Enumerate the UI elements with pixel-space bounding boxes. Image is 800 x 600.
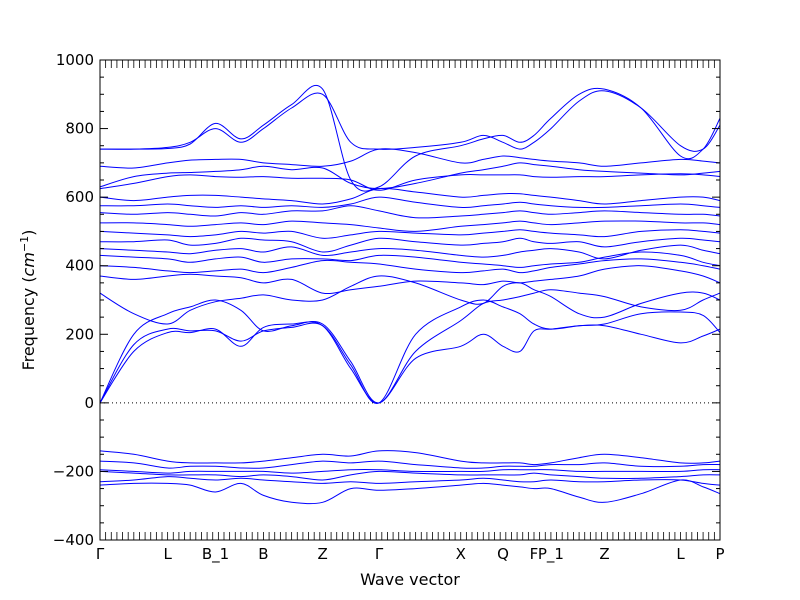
y-axis-label-close: )	[19, 230, 38, 236]
band-line-23	[99, 476, 721, 486]
plot-frame	[99, 59, 721, 541]
x-tick-label: L	[676, 545, 685, 563]
x-axis-label: Wave vector	[360, 570, 460, 589]
band-line-6	[99, 251, 721, 268]
y-axis-label-unit-exp: −1	[18, 236, 31, 252]
x-tick-label: Γ	[375, 545, 384, 563]
x-tick-label: X	[456, 545, 466, 563]
y-axis-label: Frequency (cm−1)	[18, 230, 38, 371]
band-line-12	[99, 196, 721, 209]
band-line-5	[99, 258, 721, 274]
band-line-19	[99, 450, 721, 466]
band-line-8	[99, 237, 721, 253]
x-tick-label: Q	[497, 545, 509, 563]
band-line-3	[99, 275, 721, 325]
x-tick-label: Γ	[96, 545, 105, 563]
band-line-20	[99, 460, 721, 469]
band-line-11	[99, 205, 721, 219]
y-tick-label: 400	[65, 257, 94, 275]
y-tick-label: −400	[53, 531, 94, 549]
y-tick-label: 1000	[56, 51, 94, 69]
band-line-15	[99, 162, 721, 190]
band-line-7	[99, 244, 721, 260]
band-lines	[99, 84, 721, 505]
band-line-13	[99, 187, 721, 205]
x-tick-label: P	[715, 545, 724, 563]
band-line-17	[99, 90, 721, 152]
y-tick-label: 200	[65, 325, 94, 343]
y-tick-label: 600	[65, 188, 94, 206]
band-line-0	[99, 289, 721, 404]
y-tick-label: 800	[65, 120, 94, 138]
band-line-4	[99, 265, 721, 295]
plot-background	[100, 60, 720, 540]
x-tick-label: Z	[599, 545, 609, 563]
band-line-14	[99, 173, 721, 191]
y-axis-label-unit: cm	[19, 252, 38, 276]
band-line-16	[99, 148, 721, 169]
y-ticks: −400 −200 0 200 400 600 800 1000	[53, 51, 720, 549]
band-line-21	[99, 468, 721, 474]
x-tick-label: Z	[317, 545, 327, 563]
y-tick-label: −200	[53, 462, 94, 480]
y-axis-label-text: Frequency	[19, 288, 38, 371]
band-line-22	[99, 470, 721, 481]
band-line-24	[99, 479, 721, 505]
x-tick-label: B	[258, 545, 268, 563]
x-ticks: Γ L B_1 B Z Γ X Q F P_1 Z L P	[96, 60, 725, 564]
x-tick-label: P_1	[538, 545, 564, 564]
band-line-1	[99, 299, 721, 404]
band-line-2	[99, 321, 721, 404]
band-line-9	[99, 229, 721, 239]
y-tick-label: 0	[84, 394, 94, 412]
band-line-18	[99, 84, 721, 192]
band-line-10	[99, 220, 721, 232]
x-tick-label: B_1	[202, 545, 229, 564]
x-tick-label: F	[530, 545, 539, 563]
x-tick-label: L	[163, 545, 172, 563]
y-axis-label-open: (	[19, 276, 38, 287]
